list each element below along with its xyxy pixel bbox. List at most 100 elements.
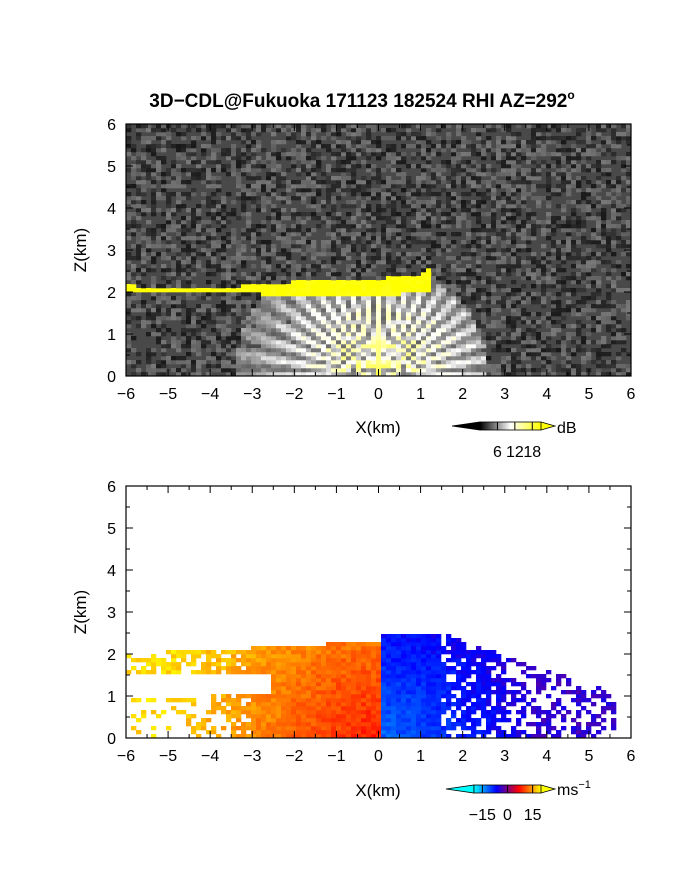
heatmap-cell	[126, 224, 132, 229]
heatmap-cell	[571, 136, 577, 141]
heatmap-cell	[246, 280, 252, 285]
heatmap-cell	[616, 184, 622, 189]
heatmap-cell	[341, 256, 347, 261]
heatmap-cell	[426, 308, 432, 313]
heatmap-cell	[206, 666, 212, 671]
heatmap-cell	[546, 128, 552, 133]
heatmap-cell	[216, 188, 222, 193]
heatmap-cell	[361, 160, 367, 165]
heatmap-cell	[321, 136, 327, 141]
heatmap-cell	[431, 340, 437, 345]
heatmap-cell	[131, 316, 137, 321]
heatmap-cell	[476, 336, 482, 341]
heatmap-cell	[416, 360, 422, 365]
heatmap-cell	[196, 292, 202, 297]
heatmap-cell	[586, 324, 592, 329]
heatmap-cell	[371, 220, 377, 225]
heatmap-cell	[181, 152, 187, 157]
heatmap-cell	[621, 188, 627, 193]
heatmap-cell	[251, 168, 257, 173]
heatmap-cell	[251, 336, 257, 341]
heatmap-cell	[166, 308, 172, 313]
heatmap-cell	[431, 304, 437, 309]
heatmap-cell	[581, 296, 587, 301]
heatmap-cell	[326, 714, 332, 719]
heatmap-cell	[186, 364, 192, 369]
heatmap-cell	[516, 364, 522, 369]
heatmap-cell	[241, 658, 247, 663]
heatmap-cell	[386, 368, 392, 373]
heatmap-cell	[351, 356, 357, 361]
heatmap-cell	[321, 216, 327, 221]
heatmap-cell	[271, 730, 277, 735]
heatmap-cell	[176, 184, 182, 189]
heatmap-cell	[216, 288, 222, 293]
heatmap-cell	[466, 372, 472, 377]
heatmap-cell	[361, 232, 367, 237]
heatmap-cell	[226, 296, 232, 301]
heatmap-cell	[316, 300, 322, 305]
heatmap-cell	[171, 128, 177, 133]
heatmap-cell	[576, 256, 582, 261]
heatmap-cell	[236, 244, 242, 249]
heatmap-cell	[241, 734, 247, 739]
heatmap-cell	[376, 256, 382, 261]
heatmap-cell	[471, 272, 477, 277]
heatmap-cell	[551, 248, 557, 253]
heatmap-cell	[421, 152, 427, 157]
heatmap-cell	[136, 292, 142, 297]
heatmap-cell	[366, 132, 372, 137]
heatmap-cell	[181, 320, 187, 325]
heatmap-cell	[281, 304, 287, 309]
heatmap-cell	[531, 212, 537, 217]
heatmap-cell	[296, 662, 302, 667]
heatmap-cell	[486, 224, 492, 229]
heatmap-cell	[351, 148, 357, 153]
heatmap-cell	[541, 276, 547, 281]
heatmap-cell	[581, 324, 587, 329]
heatmap-cell	[241, 348, 247, 353]
heatmap-cell	[421, 172, 427, 177]
heatmap-cell	[476, 324, 482, 329]
heatmap-cell	[191, 220, 197, 225]
heatmap-cell	[236, 670, 242, 675]
heatmap-cell	[281, 140, 287, 145]
heatmap-cell	[526, 340, 532, 345]
heatmap-cell	[276, 734, 282, 739]
heatmap-cell	[476, 132, 482, 137]
heatmap-cell	[381, 336, 387, 341]
heatmap-cell	[421, 192, 427, 197]
heatmap-cell	[321, 706, 327, 711]
heatmap-cell	[211, 694, 217, 699]
heatmap-cell	[211, 160, 217, 165]
heatmap-cell	[381, 288, 387, 293]
heatmap-cell	[281, 722, 287, 727]
heatmap-cell	[271, 232, 277, 237]
heatmap-cell	[451, 284, 457, 289]
heatmap-cell	[466, 280, 472, 285]
heatmap-cell	[266, 702, 272, 707]
heatmap-cell	[336, 340, 342, 345]
heatmap-cell	[221, 666, 227, 671]
heatmap-cell	[461, 364, 467, 369]
heatmap-cell	[546, 320, 552, 325]
heatmap-cell	[311, 690, 317, 695]
heatmap-cell	[456, 132, 462, 137]
heatmap-cell	[386, 248, 392, 253]
heatmap-cell	[426, 324, 432, 329]
heatmap-cell	[451, 200, 457, 205]
heatmap-cell	[611, 308, 617, 313]
heatmap-cell	[556, 124, 562, 129]
heatmap-cell	[246, 212, 252, 217]
heatmap-cell	[411, 236, 417, 241]
heatmap-cell	[251, 654, 257, 659]
heatmap-cell	[596, 224, 602, 229]
heatmap-cell	[451, 144, 457, 149]
heatmap-cell	[536, 140, 542, 145]
heatmap-cell	[241, 694, 247, 699]
heatmap-cell	[301, 360, 307, 365]
heatmap-cell	[216, 176, 222, 181]
heatmap-cell	[496, 344, 502, 349]
heatmap-cell	[276, 124, 282, 129]
heatmap-cell	[566, 240, 572, 245]
